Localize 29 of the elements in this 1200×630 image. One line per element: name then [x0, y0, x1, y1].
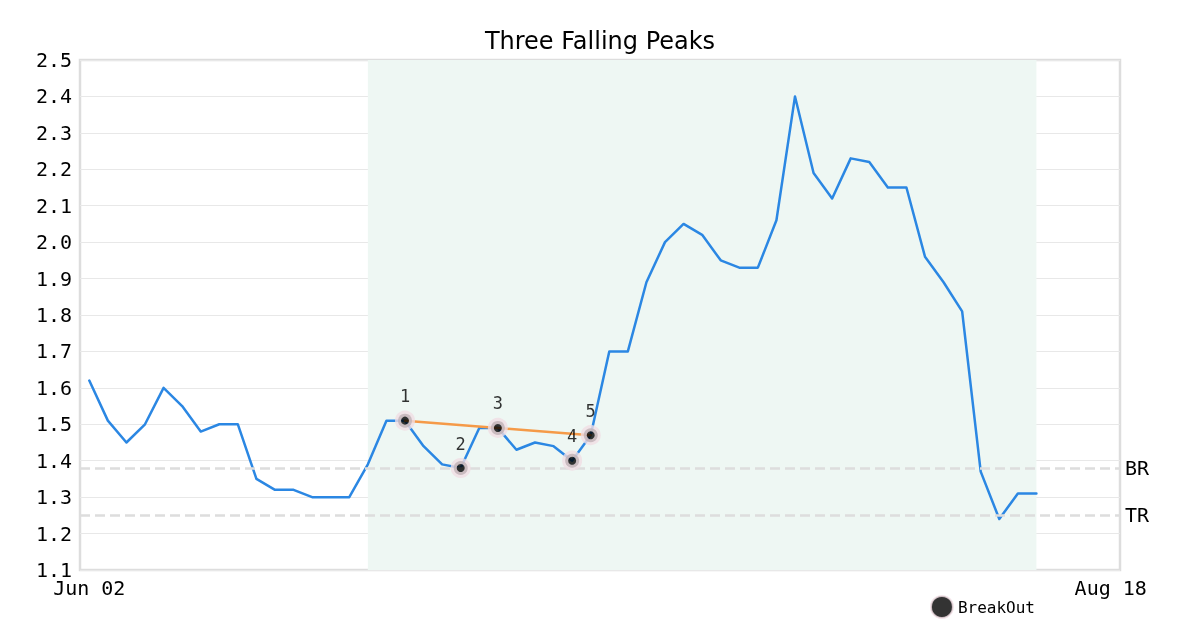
chart-title: Three Falling Peaks: [483, 27, 716, 55]
y-tick-label: 2.1: [35, 193, 72, 218]
y-tick-label: 1.2: [35, 521, 72, 546]
y-tick-label: 2.2: [35, 157, 72, 182]
point: [450, 458, 471, 478]
y-tick-label: 2.5: [35, 48, 72, 72]
y-tick-label: 2.0: [35, 230, 72, 255]
x-tick-label: Aug 18: [1074, 576, 1147, 600]
annotation: 3: [492, 393, 503, 414]
y-tick-label: 2.4: [35, 84, 72, 109]
y-tick-label: 1.9: [35, 266, 72, 291]
y-tick-label: 1.4: [35, 448, 72, 473]
y-tick-label: 1.5: [35, 412, 72, 437]
point: [562, 450, 583, 471]
ref-line-label: BR: [1125, 456, 1151, 480]
y-tick-label: 1.7: [35, 339, 72, 364]
annotation: 5: [585, 400, 596, 421]
line-series: [88, 95, 1038, 521]
point: [395, 410, 415, 431]
y-tick-label: 1.8: [35, 303, 72, 327]
annotation: 2: [455, 433, 466, 454]
y-tick-label: 2.3: [35, 120, 72, 145]
legend-label: BreakOut: [957, 597, 1035, 617]
point: [580, 425, 601, 446]
annotation: 1: [399, 386, 411, 407]
y-tick-label: 1.6: [35, 375, 72, 400]
y-tick-label: 1.3: [35, 485, 72, 510]
point: [487, 417, 508, 438]
ref-line-label: TR: [1125, 503, 1151, 528]
